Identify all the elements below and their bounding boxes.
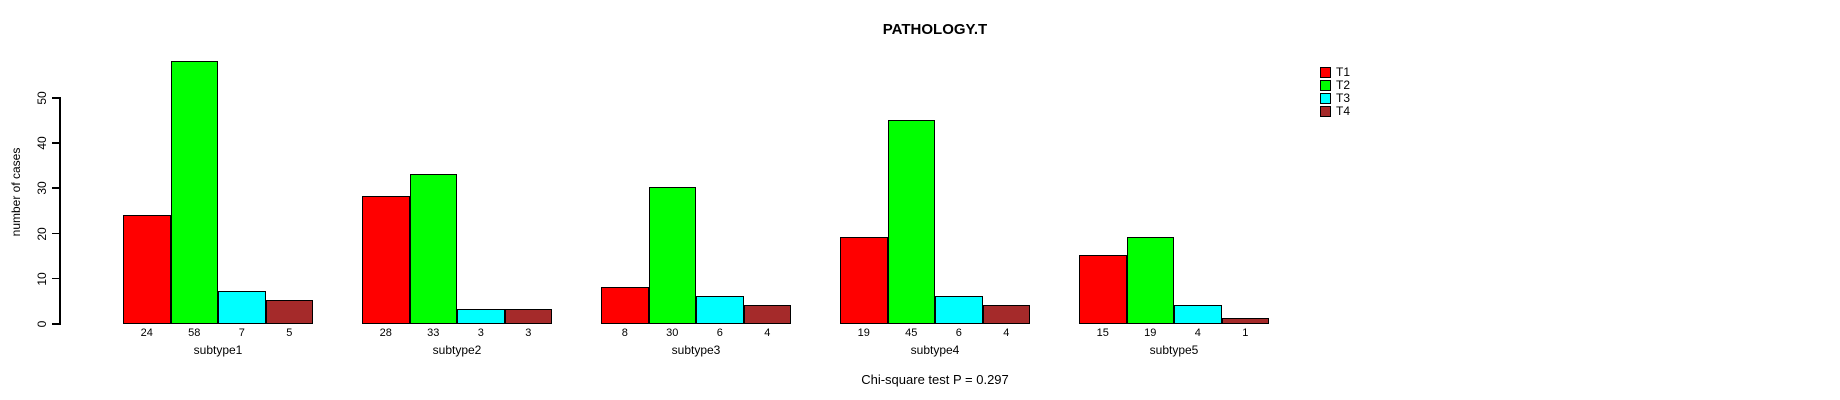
bar-t4-subtype3 (743, 304, 791, 325)
y-axis-tick-label: 40 (35, 136, 49, 150)
bar-value-label: 6 (955, 327, 962, 339)
bar-value-label: 19 (857, 327, 870, 339)
bar-value-label: 30 (666, 327, 679, 339)
bar-value-label: 58 (188, 327, 201, 339)
bar-t2-subtype1 (170, 60, 218, 325)
y-axis-tick-label: 30 (35, 181, 49, 196)
y-axis-tick (52, 323, 59, 325)
y-axis-tick-label: 20 (35, 226, 49, 241)
legend: T1 T2 T3 T4 (1320, 66, 1350, 118)
legend-label: T4 (1336, 104, 1351, 118)
y-axis-tick-label: 10 (35, 272, 49, 286)
bar-value-label: 7 (238, 327, 245, 339)
bar-t4-subtype1 (265, 300, 313, 325)
bar-value-label: 8 (621, 327, 628, 339)
bar-value-label: 4 (1003, 327, 1010, 339)
y-axis-tick (52, 142, 59, 144)
bar-value-label: 33 (427, 327, 440, 339)
bar-t4-subtype5 (1221, 318, 1269, 325)
bar-value-label: 24 (140, 327, 153, 339)
legend-item-t2: T2 (1320, 79, 1350, 92)
legend-swatch-t1 (1320, 67, 1331, 78)
legend-label: T3 (1336, 91, 1351, 105)
legend-label: T1 (1336, 65, 1351, 79)
bar-t3-subtype4 (935, 295, 983, 325)
category-label-subtype5: subtype5 (1149, 343, 1199, 357)
bar-value-label: 1 (1242, 327, 1249, 339)
bar-t2-subtype3 (648, 187, 696, 325)
y-axis-tick (52, 277, 59, 280)
bar-value-label: 28 (379, 327, 392, 339)
bar-value-label: 4 (1194, 327, 1201, 339)
y-axis-tick (52, 97, 59, 99)
bar-value-label: 45 (905, 327, 918, 339)
bar-value-label: 4 (764, 327, 771, 339)
legend-item-t3: T3 (1320, 92, 1350, 105)
bar-t4-subtype4 (982, 304, 1030, 325)
chart-title: PATHOLOGY.T (882, 21, 988, 38)
legend-item-t4: T4 (1320, 105, 1350, 118)
legend-swatch-t2 (1320, 80, 1331, 91)
bar-t1-subtype2 (362, 196, 410, 325)
bar-t2-subtype5 (1126, 237, 1174, 325)
y-axis-tick-label: 0 (35, 320, 49, 328)
y-axis-line (59, 97, 61, 325)
bar-t1-subtype4 (840, 237, 888, 325)
y-axis-tick (52, 187, 59, 189)
bar-t1-subtype3 (601, 286, 649, 325)
bar-value-label: 19 (1144, 327, 1157, 339)
bar-value-label: 3 (477, 327, 484, 339)
y-axis-tick (52, 232, 59, 235)
bar-value-label: 3 (525, 327, 532, 339)
bar-value-label: 5 (286, 327, 293, 339)
legend-item-t1: T1 (1320, 66, 1350, 79)
bar-t4-subtype2 (504, 309, 552, 325)
bar-t3-subtype3 (696, 295, 744, 325)
category-label-subtype2: subtype2 (432, 343, 482, 357)
bar-t1-subtype5 (1079, 255, 1127, 325)
bar-t2-subtype2 (409, 173, 457, 325)
chi-square-annotation: Chi-square test P = 0.297 (861, 372, 1009, 387)
bar-t2-subtype4 (887, 119, 935, 325)
category-label-subtype4: subtype4 (910, 343, 960, 357)
bar-t3-subtype5 (1174, 304, 1222, 325)
legend-swatch-t3 (1320, 93, 1331, 104)
y-axis-tick-label: 50 (35, 91, 49, 105)
bar-value-label: 6 (716, 327, 723, 339)
category-label-subtype3: subtype3 (671, 343, 721, 357)
bar-value-label: 15 (1096, 327, 1109, 339)
legend-label: T2 (1336, 78, 1351, 92)
category-label-subtype1: subtype1 (193, 343, 243, 357)
bar-t3-subtype1 (218, 291, 266, 325)
bar-t1-subtype1 (123, 214, 171, 325)
legend-swatch-t4 (1320, 106, 1331, 117)
bar-t3-subtype2 (457, 309, 505, 325)
